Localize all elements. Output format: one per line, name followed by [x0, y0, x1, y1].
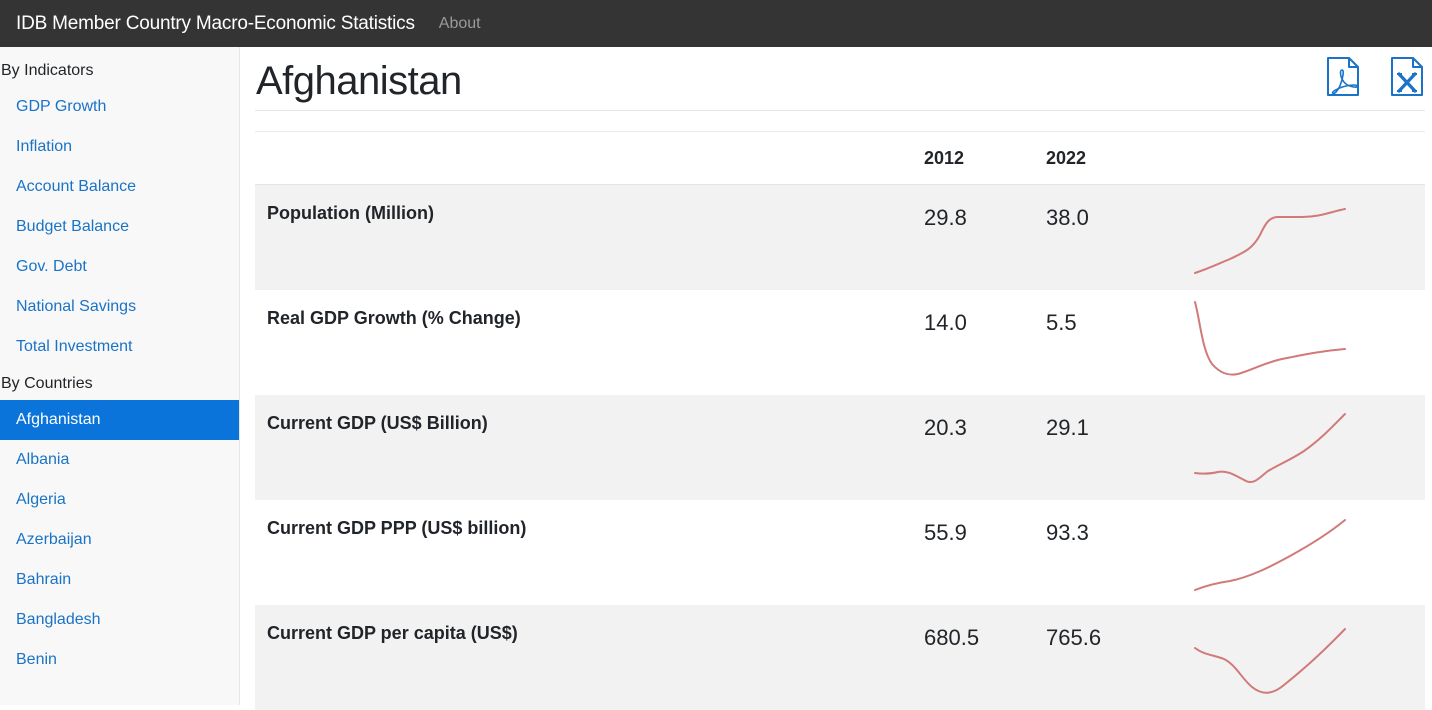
value-2022: 29.1 — [1046, 415, 1089, 440]
sidebar-item-albania[interactable]: Albania — [16, 451, 70, 468]
top-navbar: IDB Member Country Macro-Economic Statis… — [0, 0, 1432, 47]
app-brand[interactable]: IDB Member Country Macro-Economic Statis… — [16, 12, 415, 34]
current-gdp-sparkline — [1194, 413, 1346, 483]
table-row: Population (Million) 29.8 38.0 — [255, 185, 1425, 290]
value-2022: 38.0 — [1046, 205, 1089, 230]
excel-file-icon[interactable] — [1389, 57, 1425, 97]
table-row: Current GDP PPP (US$ billion) 55.9 93.3 — [255, 500, 1425, 605]
sidebar-item-bangladesh[interactable]: Bangladesh — [16, 611, 101, 628]
sidebar-item-inflation[interactable]: Inflation — [16, 138, 73, 155]
countries-heading: By Countries — [1, 375, 93, 392]
sidebar-item-gov-debt[interactable]: Gov. Debt — [16, 258, 87, 275]
row-label: Current GDP PPP (US$ billion) — [267, 518, 527, 538]
value-2022: 765.6 — [1046, 625, 1102, 650]
main-content: Afghanistan 2012 2022 Population (Millio… — [255, 47, 1425, 710]
indicators-heading: By Indicators — [1, 62, 94, 79]
value-2022: 5.5 — [1046, 310, 1077, 335]
sidebar-item-account-balance[interactable]: Account Balance — [16, 178, 137, 195]
table-row: Current GDP per capita (US$) 680.5 765.6 — [255, 605, 1425, 710]
value-2012: 29.8 — [924, 205, 967, 230]
row-label: Population (Million) — [267, 203, 434, 223]
sidebar-item-bahrain[interactable]: Bahrain — [16, 571, 72, 588]
value-2012: 20.3 — [924, 415, 967, 440]
value-2012: 14.0 — [924, 310, 967, 335]
sidebar-item-gdp-growth[interactable]: GDP Growth — [16, 98, 107, 115]
gdp-ppp-sparkline — [1194, 519, 1346, 591]
gdp-growth-sparkline — [1194, 301, 1346, 376]
nav-about-link[interactable]: About — [438, 14, 481, 32]
sidebar-item-afghanistan[interactable]: Afghanistan — [0, 400, 239, 440]
sidebar-item-total-investment[interactable]: Total Investment — [16, 338, 133, 355]
gdp-per-capita-sparkline — [1194, 628, 1346, 694]
value-2022: 93.3 — [1046, 520, 1089, 545]
sidebar-item-benin[interactable]: Benin — [16, 651, 57, 668]
sidebar-item-algeria[interactable]: Algeria — [16, 491, 66, 508]
value-2012: 680.5 — [924, 625, 980, 650]
title-row: Afghanistan — [255, 47, 1425, 111]
statistics-table: 2012 2022 Population (Million) 29.8 38.0… — [255, 131, 1425, 710]
page-title: Afghanistan — [256, 59, 462, 103]
row-label: Real GDP Growth (% Change) — [267, 308, 521, 328]
table-header: 2012 2022 — [255, 132, 1425, 185]
population-sparkline — [1194, 208, 1346, 274]
sidebar: By Indicators GDP Growth Inflation Accou… — [0, 47, 240, 705]
sidebar-item-azerbaijan[interactable]: Azerbaijan — [16, 531, 92, 548]
row-label: Current GDP per capita (US$) — [267, 623, 518, 643]
row-label: Current GDP (US$ Billion) — [267, 413, 488, 433]
sidebar-item-budget-balance[interactable]: Budget Balance — [16, 218, 129, 235]
countries-list: Afghanistan Albania Algeria Azerbaijan B… — [0, 400, 239, 680]
year-header-2012: 2012 — [924, 148, 965, 168]
value-2012: 55.9 — [924, 520, 967, 545]
table-row: Current GDP (US$ Billion) 20.3 29.1 — [255, 395, 1425, 500]
pdf-file-icon[interactable] — [1325, 57, 1361, 97]
indicators-list: GDP Growth Inflation Account Balance Bud… — [0, 87, 239, 367]
table-row: Real GDP Growth (% Change) 14.0 5.5 — [255, 290, 1425, 395]
sidebar-item-national-savings[interactable]: National Savings — [16, 298, 137, 315]
year-header-2022: 2022 — [1046, 148, 1087, 168]
